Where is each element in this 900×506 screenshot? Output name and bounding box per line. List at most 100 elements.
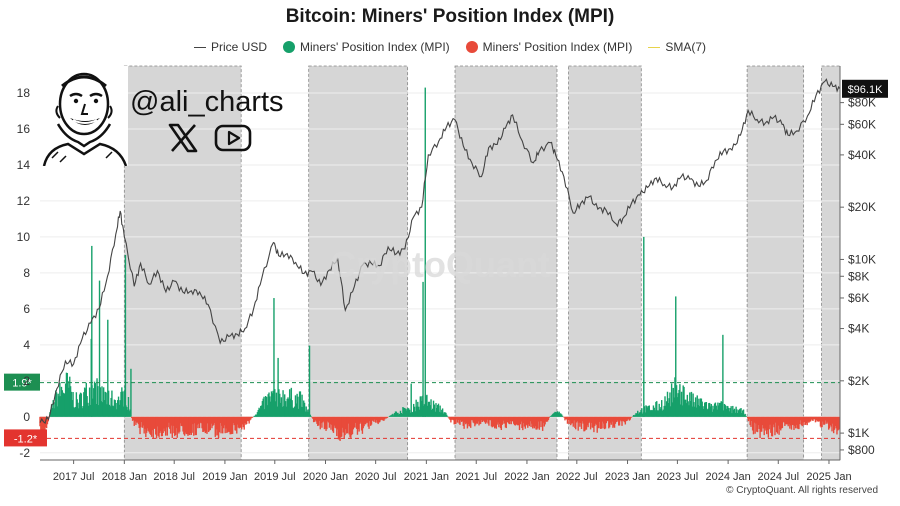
mpi-bar [479,416,481,425]
mpi-bar [582,416,584,424]
mpi-bar [473,416,475,424]
mpi-bar [624,416,627,425]
mpi-bar [829,416,832,426]
mpi-bar [212,416,215,425]
mpi-bar [227,416,230,432]
mpi-bar [484,416,486,423]
mpi-bar [196,416,198,425]
youtube-icon[interactable] [214,124,252,152]
mpi-bar [498,416,501,424]
mpi-bar [66,372,68,417]
mpi-bar [497,416,499,423]
mpi-bar [542,416,545,423]
axis-labels: 18 16 14 12 10 8 6 4 2 0 -2 2017 Jul 2018 Jan 2018 Ju… [17,79,888,483]
mpi-bar [790,416,793,430]
mpi-bar [614,416,617,424]
mpi-bar [675,385,678,417]
mpi-bar [634,414,636,417]
mpi-bar [605,416,608,424]
mpi-bar [819,416,822,427]
mpi-bar [241,416,244,425]
mpi-bar [399,410,402,417]
mpi-bar [769,416,771,425]
mpi-bar [543,416,546,427]
mpi-bar [602,416,604,429]
mpi-bar [639,412,641,417]
mpi-bar [59,382,61,417]
mpi-bar [98,280,101,417]
mpi-bar [656,410,659,417]
mpi-bar [137,416,140,425]
mpi-bar [588,416,590,424]
mpi-bar [139,416,141,435]
mpi-bar [45,416,48,429]
mpi-bar [755,416,757,424]
mpi-bar [269,396,271,417]
mpi-bar [504,416,507,428]
mpi-bar [503,416,505,421]
x-logo-icon[interactable] [168,123,198,153]
mpi-bar [51,408,54,417]
mpi-bar [412,403,415,417]
mpi-bar [212,416,214,426]
mpi-bar [636,413,638,417]
mpi-bar [253,415,255,417]
mpi-bar [80,393,83,417]
mpi-bar [536,416,538,430]
mpi-bar [402,407,404,417]
mpi-bar [50,404,53,417]
mpi-bar [545,416,547,422]
mpi-bar [837,416,839,431]
mpi-bar [277,357,279,417]
legend-item-mpi-negative[interactable]: Miners' Position Index (MPI) [465,40,632,54]
legend-item-mpi-positive[interactable]: Miners' Position Index (MPI) [283,40,450,54]
price-line-group [39,78,841,425]
mpi-bar [442,413,445,417]
mpi-bar [825,416,827,424]
mpi-bar [674,377,676,417]
mpi-bar [303,402,306,417]
mpi-bar [559,413,561,417]
left-tick-label: 2 [23,374,30,388]
mpi-bar [67,381,69,417]
mpi-bar [215,416,217,436]
mpi-bar [155,416,158,439]
mpi-bar [579,416,582,424]
left-tick-label: 4 [23,338,30,352]
mpi-bar [531,416,533,424]
mpi-bar [297,396,299,417]
mpi-bar [626,416,628,421]
mpi-bar [243,416,245,430]
mpi-bar [539,416,541,422]
mpi-bar [64,383,67,417]
mpi-bar [749,416,751,426]
mpi-bar [260,405,262,417]
mpi-bar [119,400,121,417]
mpi-bar [540,416,542,428]
mpi-bar [83,387,86,417]
legend-item-sma[interactable]: SMA(7) [648,40,706,54]
legend-item-price[interactable]: Price USD [193,40,267,54]
mpi-bar [579,416,581,427]
mpi-bar [330,416,332,430]
x-tick-label: 2023 Jul [657,471,699,483]
mpi-bar [832,416,834,424]
mpi-bar [470,416,472,428]
mpi-bar [773,416,775,428]
mpi-bar [784,416,786,426]
mpi-bar [601,416,603,422]
mpi-bar [503,416,506,424]
mpi-bar [103,400,106,417]
mpi-bar [73,407,75,417]
mpi-bar [360,416,362,423]
right-tick-label: $60K [848,117,876,131]
mpi-bar [426,394,428,417]
mpi-bar [508,416,511,425]
mpi-bar [58,396,60,417]
mpi-bar [408,409,411,417]
mpi-bar [142,416,145,426]
mpi-bar [696,395,698,417]
mpi-bar [425,395,427,417]
mpi-bar [458,416,460,424]
mpi-bar [189,416,192,434]
